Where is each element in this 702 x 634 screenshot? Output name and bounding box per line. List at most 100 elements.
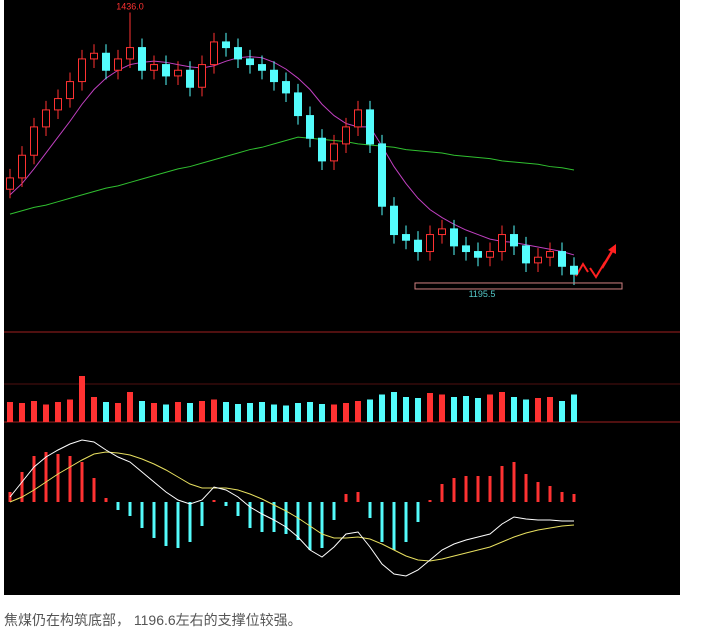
volume-bar	[391, 392, 397, 422]
volume-bar	[451, 397, 457, 422]
macd-bar	[572, 494, 576, 502]
candle-body	[270, 69, 278, 83]
volume-bar	[367, 399, 373, 422]
macd-bar	[500, 466, 504, 502]
candle-body	[366, 109, 374, 145]
volume-bar	[307, 402, 313, 422]
volume-bar	[415, 398, 421, 422]
candle-body	[570, 265, 578, 275]
macd-bar	[32, 456, 36, 502]
macd-bar	[44, 452, 48, 502]
macd-bar	[392, 502, 396, 550]
candle-body	[150, 64, 158, 71]
macd-bar	[248, 502, 252, 528]
candle-body	[114, 58, 122, 71]
volume-bar	[259, 402, 265, 422]
candle-body	[438, 228, 446, 236]
macd-bar	[212, 500, 216, 502]
candle-body	[198, 64, 206, 88]
macd-bar	[224, 502, 228, 506]
candle-body	[390, 205, 398, 236]
macd-bar	[560, 492, 564, 502]
candle-body	[378, 143, 386, 207]
volume-bar	[211, 399, 217, 422]
macd-bar	[356, 492, 360, 502]
candle-body	[330, 143, 338, 162]
candle-body	[498, 234, 506, 253]
macd-bar	[428, 500, 432, 502]
candle-body	[306, 115, 314, 139]
volume-bar	[559, 401, 565, 422]
macd-bar	[524, 474, 528, 502]
volume-bar	[535, 398, 541, 422]
volume-bar	[91, 397, 97, 422]
macd-bar	[536, 482, 540, 502]
volume-bar	[55, 402, 61, 422]
candle-body	[162, 64, 170, 77]
macd-bar	[104, 498, 108, 502]
candle-body	[510, 234, 518, 247]
candle-body	[222, 41, 230, 49]
arrow	[575, 262, 589, 277]
macd-bar	[188, 502, 192, 542]
candle-body	[450, 228, 458, 247]
candle-body	[234, 47, 242, 60]
volume-bar	[343, 403, 349, 422]
volume-bar	[271, 404, 277, 422]
macd-bar	[332, 502, 336, 520]
macd-bar	[128, 502, 132, 516]
moving-average	[9, 56, 575, 256]
macd-bar	[56, 454, 60, 502]
candle-body	[354, 109, 362, 128]
volume-bar	[427, 393, 433, 422]
volume-bar	[163, 404, 169, 422]
macd-bar	[92, 478, 96, 502]
volume-bar	[235, 404, 241, 422]
candle-body	[6, 177, 14, 190]
candle-body	[210, 41, 218, 66]
volume-bar	[475, 398, 481, 422]
macd-bar	[488, 476, 492, 502]
macd-bar	[200, 502, 204, 526]
macd-bar	[548, 486, 552, 502]
candle-body	[174, 69, 182, 77]
candle-body	[486, 251, 494, 258]
volume-bar	[487, 394, 493, 422]
candle-body	[294, 92, 302, 117]
macd-bar	[140, 502, 144, 528]
volume-bar	[31, 401, 37, 422]
macd-bar	[236, 502, 240, 516]
volume-bar	[151, 403, 157, 422]
arrow-head	[608, 244, 616, 254]
candle-body	[282, 81, 290, 94]
macd-bar	[272, 502, 276, 532]
candle-body	[18, 154, 26, 179]
volume-bar	[511, 397, 517, 422]
support-box	[414, 282, 623, 290]
candle-body	[546, 251, 554, 258]
macd-bar	[80, 462, 84, 502]
volume-bar	[103, 402, 109, 422]
volume-bar	[79, 376, 85, 422]
volume-bar	[139, 401, 145, 422]
macd-bar	[512, 462, 516, 502]
panel	[4, 0, 680, 595]
candle-body	[342, 126, 350, 145]
volume-bar	[199, 401, 205, 422]
volume-bar	[331, 404, 337, 422]
volume-bar	[499, 392, 505, 422]
caption: 焦煤仍在构筑底部， 1196.6左右的支撑位较强。	[4, 612, 302, 628]
price-annotation: 1195.5	[469, 289, 496, 299]
candle-body	[102, 52, 110, 71]
candle-body	[90, 52, 98, 60]
volume-bar	[175, 402, 181, 422]
candle-body	[186, 69, 194, 88]
volume-bar	[187, 403, 193, 422]
macd-bar	[416, 502, 420, 522]
volume-bar	[127, 392, 133, 422]
candle-body	[522, 245, 530, 264]
macd-bar	[464, 476, 468, 502]
volume-bar	[439, 394, 445, 422]
candle-body	[318, 137, 326, 162]
